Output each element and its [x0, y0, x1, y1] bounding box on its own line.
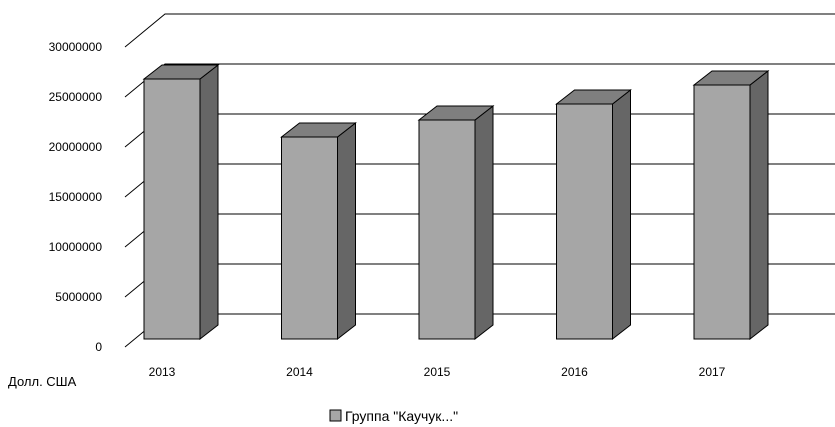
y-tick-label: 30000000 — [49, 40, 103, 54]
x-category-label: 2016 — [561, 365, 588, 379]
y-tick-label: 20000000 — [49, 140, 103, 154]
bar-front — [281, 136, 338, 340]
y-tick-label: 5000000 — [55, 290, 102, 304]
x-category-label: 2013 — [149, 365, 176, 379]
bars — [142, 63, 770, 341]
bar-front — [418, 119, 476, 340]
bar-side — [337, 121, 356, 341]
bar-front — [143, 78, 201, 340]
x-category-label: 2014 — [286, 365, 313, 379]
legend-swatch — [329, 409, 342, 422]
bar-side — [474, 104, 494, 341]
y-tick-label: 10000000 — [49, 240, 103, 254]
bar-side — [749, 69, 769, 341]
gridline-6 — [124, 13, 835, 48]
y-tick-label: 15000000 — [49, 190, 103, 204]
bar-side — [612, 88, 631, 341]
bar-2014 — [280, 121, 357, 341]
bar-front — [556, 103, 613, 340]
legend: Группа "Каучук..." — [329, 408, 458, 424]
gridline-5 — [124, 63, 835, 98]
bar-side — [199, 63, 219, 341]
bar-2015 — [417, 104, 495, 341]
x-category-label: 2017 — [699, 365, 726, 379]
x-category-label: 2015 — [424, 365, 451, 379]
y-tick-label: 0 — [95, 340, 102, 354]
bar-2016 — [555, 88, 632, 341]
bar-2013 — [142, 63, 220, 341]
x-axis-categories: 2013 2014 2015 2016 2017 — [149, 365, 726, 379]
y-axis-unit-label: Долл. США — [8, 374, 77, 389]
legend-label: Группа "Каучук..." — [345, 408, 458, 424]
bar-front — [693, 84, 751, 340]
y-axis-ticks: 0 5000000 10000000 15000000 20000000 25000000… — [49, 40, 103, 354]
y-tick-label: 25000000 — [49, 90, 103, 104]
bar-2017 — [692, 69, 770, 341]
